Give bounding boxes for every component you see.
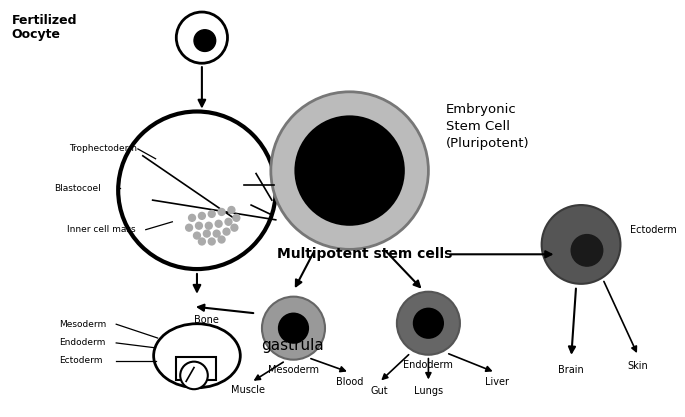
Text: Blastocoel: Blastocoel <box>54 184 101 193</box>
Circle shape <box>231 224 238 231</box>
Circle shape <box>271 92 428 249</box>
Text: Brain: Brain <box>558 364 584 374</box>
Text: Ectoderm: Ectoderm <box>630 225 677 235</box>
Circle shape <box>262 296 325 360</box>
Circle shape <box>228 206 235 214</box>
Circle shape <box>233 214 240 221</box>
Text: Fertilized: Fertilized <box>12 15 77 28</box>
Circle shape <box>542 205 621 284</box>
Circle shape <box>203 230 210 237</box>
Circle shape <box>199 238 205 245</box>
Text: Mesoderm: Mesoderm <box>268 364 319 374</box>
Circle shape <box>180 362 208 389</box>
Circle shape <box>176 12 227 63</box>
Ellipse shape <box>153 324 240 388</box>
Text: Endoderm: Endoderm <box>403 359 453 369</box>
Circle shape <box>199 212 205 219</box>
Text: Bone: Bone <box>195 315 219 325</box>
Circle shape <box>186 224 192 231</box>
Text: Gut: Gut <box>371 386 388 396</box>
Text: gastrula: gastrula <box>261 338 324 353</box>
Text: Oocyte: Oocyte <box>12 28 61 41</box>
Circle shape <box>279 314 308 343</box>
Circle shape <box>414 309 443 338</box>
Circle shape <box>194 30 216 51</box>
Text: Embryonic: Embryonic <box>446 103 517 116</box>
Circle shape <box>223 228 230 235</box>
Circle shape <box>218 236 225 243</box>
Circle shape <box>208 238 215 245</box>
Text: Muscle: Muscle <box>231 385 265 395</box>
Circle shape <box>215 220 222 227</box>
Text: Ectoderm: Ectoderm <box>59 356 103 365</box>
Circle shape <box>571 235 603 266</box>
Text: (Pluripotent): (Pluripotent) <box>446 136 530 150</box>
Text: Endoderm: Endoderm <box>59 339 105 347</box>
Text: Inner cell mass: Inner cell mass <box>67 225 136 234</box>
Circle shape <box>397 292 460 355</box>
FancyBboxPatch shape <box>176 357 216 380</box>
Text: Skin: Skin <box>627 361 649 371</box>
Circle shape <box>194 232 201 239</box>
Text: Mesoderm: Mesoderm <box>59 320 106 329</box>
Text: Stem Cell: Stem Cell <box>446 120 510 133</box>
Circle shape <box>208 211 215 217</box>
Text: Lungs: Lungs <box>414 386 443 396</box>
Text: Trophectoderm: Trophectoderm <box>69 144 137 153</box>
Circle shape <box>295 116 403 225</box>
Circle shape <box>206 222 212 229</box>
Text: Blood: Blood <box>336 377 363 387</box>
Text: Multipotent stem cells: Multipotent stem cells <box>277 247 452 261</box>
Text: Liver: Liver <box>486 377 510 387</box>
Circle shape <box>218 208 225 216</box>
Circle shape <box>119 111 276 269</box>
Circle shape <box>195 222 202 229</box>
Circle shape <box>213 230 220 237</box>
Circle shape <box>225 219 232 225</box>
Circle shape <box>188 214 195 221</box>
